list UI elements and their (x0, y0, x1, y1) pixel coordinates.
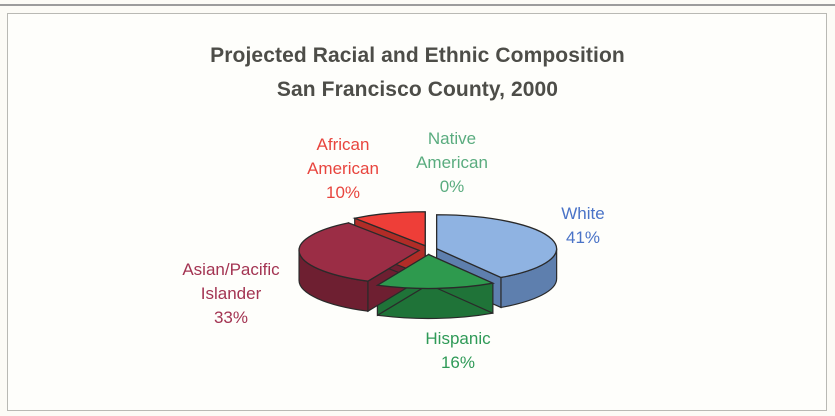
slice-label-text: Islander (200, 284, 262, 303)
slice-label-text: American (416, 153, 488, 172)
slice-label-african-american: African American 10% (307, 133, 379, 205)
slice-label-text: Asian/Pacific (182, 260, 280, 279)
chart-title: Projected Racial and Ethnic Composition (210, 44, 625, 67)
slice-white (435, 214, 558, 279)
slice-value-label: 10% (325, 183, 361, 202)
slice-african-american (352, 211, 426, 247)
slice-label-asian-pacific-islander: Asian/Pacific Islander 33% (182, 258, 279, 330)
slice-value-label: 0% (439, 177, 465, 196)
slice-label-text: Hispanic (425, 329, 491, 348)
slice-asian-pacific-islander (298, 222, 421, 282)
chart-subtitle: San Francisco County, 2000 (276, 78, 559, 101)
slice-label-hispanic: Hispanic 16% (425, 327, 490, 375)
slice-label-white: White 41% (561, 202, 604, 250)
slice-value-label: 16% (440, 353, 476, 372)
slice-label-text: Native (427, 129, 477, 148)
top-rule (0, 4, 835, 6)
slice-label-text: White (561, 204, 605, 223)
slice-value-label: 33% (213, 308, 249, 327)
slice-value-label: 41% (565, 228, 601, 247)
slice-label-text: American (307, 159, 379, 178)
slice-label-text: African (316, 135, 370, 154)
slice-hispanic (375, 253, 496, 290)
slice-label-native-american: Native American 0% (416, 127, 488, 199)
